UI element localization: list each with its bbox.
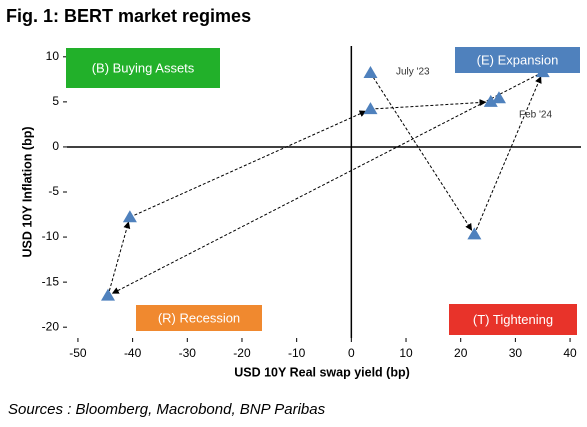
y-tick-label: -5: [48, 184, 59, 198]
x-tick-label: 30: [509, 346, 523, 360]
point: [101, 289, 115, 301]
y-tick-label: -20: [42, 319, 60, 333]
x-axis-label: USD 10Y Real swap yield (bp): [234, 365, 410, 379]
x-tick-label: 0: [348, 346, 355, 360]
annotation: Feb '24: [519, 110, 552, 121]
x-tick-label: -50: [69, 346, 87, 360]
point: [123, 210, 137, 222]
arrow: [373, 77, 471, 230]
chart-title: Fig. 1: BERT market regimes: [6, 6, 251, 26]
x-tick-label: -10: [288, 346, 306, 360]
x-tick-label: -40: [124, 346, 142, 360]
y-tick-label: 5: [52, 94, 59, 108]
x-tick-label: 10: [399, 346, 413, 360]
arrow: [375, 102, 485, 109]
point: [363, 102, 377, 114]
arrow: [134, 111, 365, 215]
x-tick-label: 20: [454, 346, 468, 360]
quadrant-label: (E) Expansion: [477, 52, 559, 67]
y-tick-label: 0: [52, 139, 59, 153]
quadrant-label: (B) Buying Assets: [92, 60, 195, 75]
arrow: [109, 222, 128, 291]
point: [363, 66, 377, 78]
arrow: [112, 74, 538, 293]
y-tick-label: 10: [46, 49, 60, 63]
y-tick-label: -10: [42, 229, 60, 243]
quadrant-label: (T) Tightening: [473, 312, 553, 327]
y-tick-label: -15: [42, 274, 60, 288]
x-tick-label: 40: [563, 346, 577, 360]
y-axis-label: USD 10Y Inflation (bp): [20, 126, 34, 257]
x-tick-label: -20: [233, 346, 251, 360]
point: [492, 91, 506, 103]
annotation: July '23: [396, 67, 430, 78]
x-tick-label: -30: [179, 346, 197, 360]
point: [467, 227, 481, 239]
quadrant-label: (R) Recession: [158, 310, 240, 325]
arrow: [476, 77, 540, 230]
source: Sources : Bloomberg, Macrobond, BNP Pari…: [8, 401, 326, 418]
